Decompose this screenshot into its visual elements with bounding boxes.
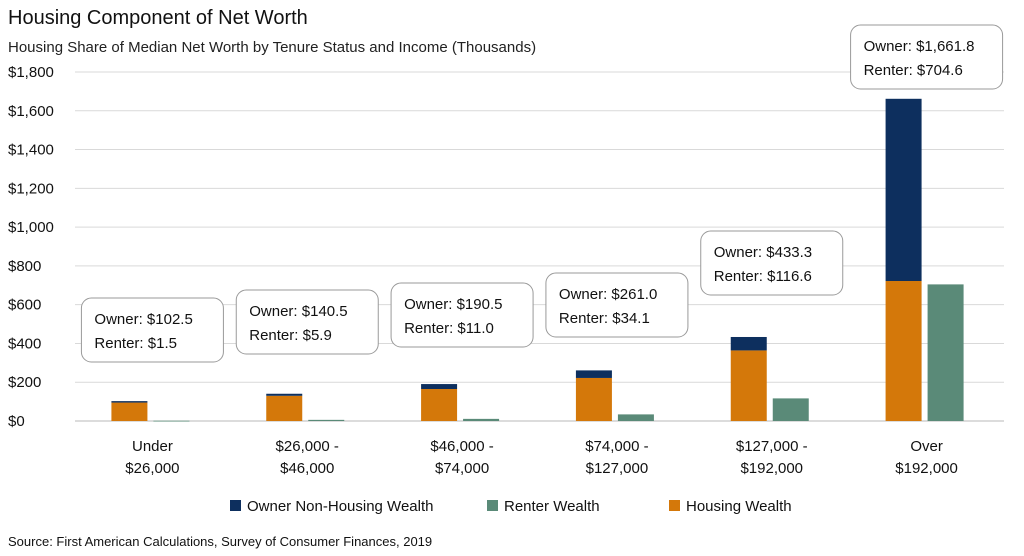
callout-box <box>850 24 1004 90</box>
legend-swatch <box>487 500 498 511</box>
y-tick-label: $600 <box>8 297 41 314</box>
callout-box <box>235 289 379 355</box>
y-tick-label: $400 <box>8 335 41 352</box>
bar-renter-wealth <box>927 284 964 421</box>
x-tick-label: $74,000 - <box>585 438 648 455</box>
callout-renter-label: Renter: $11.0 <box>404 320 494 337</box>
bar-owner-non-housing-wealth <box>266 393 303 396</box>
x-tick-label: $46,000 <box>280 460 334 477</box>
bar-owner-non-housing-wealth <box>421 384 458 390</box>
y-tick-label: $1,400 <box>8 142 54 159</box>
callout-box <box>390 282 534 348</box>
callout-renter-label: Renter: $5.9 <box>249 327 332 344</box>
callout-owner-label: Owner: $140.5 <box>249 303 347 320</box>
bar-housing-wealth <box>730 350 767 421</box>
y-tick-label: $1,200 <box>8 180 54 197</box>
x-axis: Under $26,000 $26,000 - $46,000 $46,000 - $74… <box>125 438 958 477</box>
callout-renter-label: Renter: $704.6 <box>864 62 963 79</box>
x-tick-label: $192,000 <box>740 460 803 477</box>
y-tick-label: $0 <box>8 413 25 430</box>
callout-renter-label: Renter: $34.1 <box>559 310 650 327</box>
callout-renter-label: Renter: $116.6 <box>714 268 812 285</box>
callout-box <box>700 230 844 296</box>
legend-label: Owner Non-Housing Wealth <box>247 498 433 515</box>
y-tick-label: $200 <box>8 374 41 391</box>
chart-title: Housing Component of Net Worth <box>8 7 308 29</box>
bar-housing-wealth <box>421 389 458 421</box>
callout-owner-label: Owner: $261.0 <box>559 286 657 303</box>
bars <box>111 98 964 422</box>
x-tick-label: $26,000 <box>125 460 179 477</box>
bar-housing-wealth <box>575 377 612 421</box>
source-note: Source: First American Calculations, Sur… <box>8 534 432 549</box>
y-tick-label: $800 <box>8 258 41 275</box>
x-tick-label: $127,000 <box>586 460 649 477</box>
x-tick-label: $26,000 - <box>276 438 339 455</box>
y-tick-label: $1,800 <box>8 64 54 81</box>
bar-owner-non-housing-wealth <box>730 336 767 351</box>
bar-renter-wealth <box>772 398 809 421</box>
bar-owner-non-housing-wealth <box>111 401 148 403</box>
x-tick-label: $46,000 - <box>430 438 493 455</box>
bar-renter-wealth <box>308 419 345 421</box>
bar-housing-wealth <box>266 395 303 421</box>
gridlines <box>75 71 1004 422</box>
callout-box <box>545 272 689 338</box>
x-tick-label: $192,000 <box>895 460 958 477</box>
x-tick-label: $74,000 <box>435 460 489 477</box>
y-axis: $0 $200 $400 $600 $800 $1,000 $1,200 $1,400 $1,6… <box>8 64 54 430</box>
bar-owner-non-housing-wealth <box>575 370 612 378</box>
bar-renter-wealth <box>153 420 190 422</box>
x-tick-label: $127,000 - <box>736 438 808 455</box>
callout-owner-label: Owner: $1,661.8 <box>864 38 975 55</box>
chart-subtitle: Housing Share of Median Net Worth by Ten… <box>8 39 536 56</box>
callouts: Owner: $102.5 Renter: $1.5 Owner: $140.5 Re… <box>80 24 1004 363</box>
legend-swatch <box>669 500 680 511</box>
callout-owner-label: Owner: $190.5 <box>404 296 502 313</box>
bar-owner-non-housing-wealth <box>885 98 922 282</box>
y-tick-label: $1,000 <box>8 219 54 236</box>
bar-housing-wealth <box>885 281 922 421</box>
y-tick-label: $1,600 <box>8 103 54 120</box>
x-tick-label: Under <box>132 438 173 455</box>
callout-renter-label: Renter: $1.5 <box>94 335 177 352</box>
bar-renter-wealth <box>617 414 654 421</box>
legend-label: Housing Wealth <box>686 498 792 515</box>
x-tick-label: Over <box>910 438 943 455</box>
legend-swatch <box>230 500 241 511</box>
legend-label: Renter Wealth <box>504 498 600 515</box>
callout-owner-label: Owner: $433.3 <box>714 244 812 261</box>
callout-owner-label: Owner: $102.5 <box>94 311 192 328</box>
legend: Owner Non-Housing Wealth Renter Wealth Hou… <box>230 498 792 515</box>
bar-renter-wealth <box>463 418 500 421</box>
bar-housing-wealth <box>111 402 148 421</box>
callout-box <box>80 297 224 363</box>
